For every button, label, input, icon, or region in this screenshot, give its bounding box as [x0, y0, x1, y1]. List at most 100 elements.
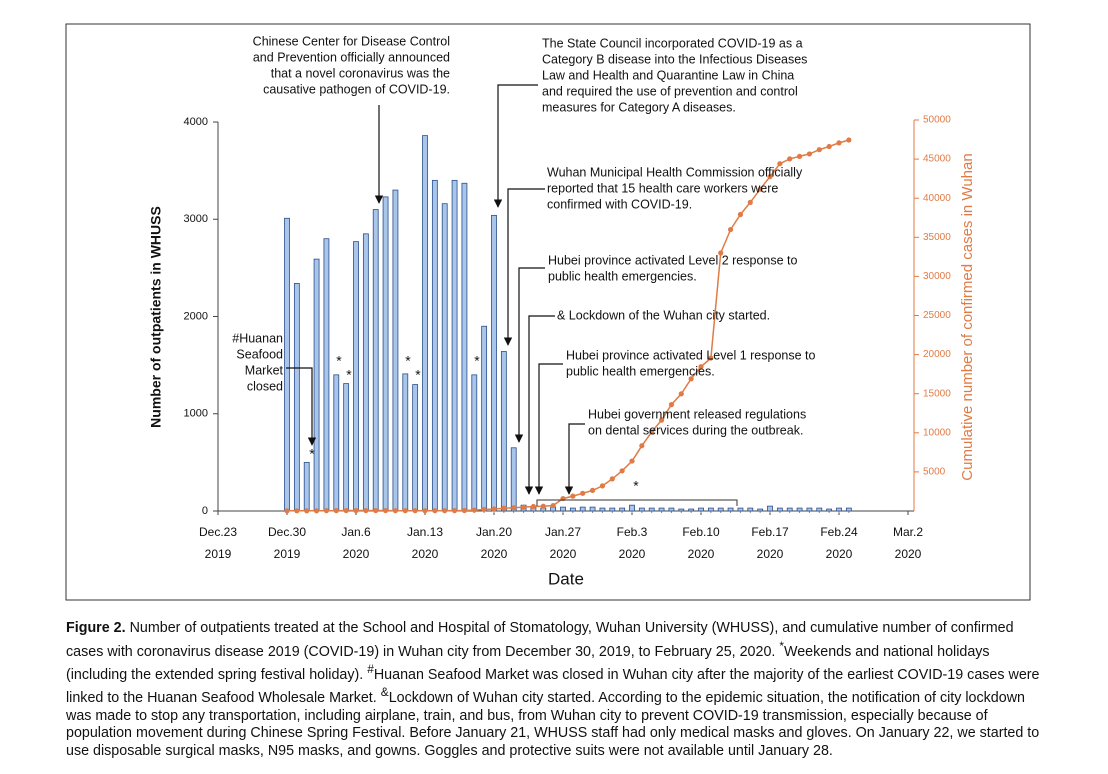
point [461, 507, 468, 514]
bar [560, 506, 566, 512]
bar [648, 507, 655, 512]
bar [382, 196, 389, 512]
annotation-line: public health emergencies. [566, 364, 715, 378]
bar [333, 374, 340, 512]
x-tick-label-line: 2019 [205, 547, 232, 561]
y-tick-label: 2000 [184, 310, 208, 322]
bar [412, 384, 419, 512]
annotation-line: Category B disease into the Infectious D… [542, 52, 807, 66]
y2-tick-label: 15000 [923, 388, 951, 399]
annotation-line: and required the use of prevention and c… [542, 84, 798, 98]
bar [836, 507, 842, 512]
point [471, 507, 477, 513]
x-tick-label: Jan.20 2020 [476, 525, 512, 561]
point [846, 137, 852, 143]
point [353, 507, 359, 514]
bar [372, 209, 379, 512]
point [767, 174, 773, 180]
point [658, 417, 665, 423]
point [382, 507, 389, 514]
caption-footnote-mark: & [380, 685, 389, 700]
bar [638, 507, 645, 512]
bar [806, 507, 813, 512]
x-tick-label-line: 2020 [550, 547, 577, 561]
point [727, 226, 734, 233]
bar [510, 447, 517, 512]
point [432, 508, 438, 514]
annotation-line: & Lockdown of the Wuhan city started. [557, 308, 770, 322]
bar [845, 507, 852, 512]
marker: * [346, 367, 352, 383]
annotation-line: Seafood [236, 347, 283, 361]
point [284, 508, 290, 514]
annotation-line: public health emergencies. [548, 269, 697, 283]
y2-tick-label: 30000 [923, 271, 951, 282]
point [442, 508, 448, 514]
bar [767, 505, 773, 512]
y-tick-label: 0 [202, 505, 208, 517]
bar [362, 233, 369, 512]
x-tick-label: Jan.6 2020 [341, 525, 371, 561]
y2-tick-label: 25000 [923, 310, 951, 321]
bar [786, 507, 793, 512]
point [451, 508, 458, 514]
x-tick-label-line: Jan.13 [407, 525, 443, 539]
x-tick-label: Feb.10 2020 [682, 525, 720, 561]
bar [392, 189, 399, 512]
bar [323, 238, 330, 512]
point [639, 443, 645, 449]
bar [688, 508, 695, 512]
x-axis-title: Date [548, 569, 584, 588]
bar [451, 179, 458, 512]
x-tick-label: Jan.13 2020 [407, 525, 443, 561]
bar [481, 325, 488, 512]
bar [796, 507, 803, 512]
marker: * [474, 353, 480, 369]
point [826, 143, 832, 150]
caption-text: Huanan Seafood Market was closed in Wuha… [66, 666, 1040, 707]
bar [599, 507, 606, 512]
bar [431, 179, 438, 512]
point [747, 199, 753, 206]
annotation-line: Hubei province activated Level 1 respons… [566, 348, 816, 362]
annotation-line: Law and Health and Quarantine Law in Chi… [542, 68, 794, 82]
point [481, 506, 487, 513]
point [668, 402, 675, 408]
bar [609, 507, 616, 512]
point [323, 508, 330, 514]
point [392, 508, 399, 514]
y2-tick-label: 40000 [923, 193, 951, 204]
figure-frame [65, 23, 1031, 601]
bar [402, 373, 409, 512]
y2-tick-label: 5000 [923, 467, 946, 478]
point [501, 505, 507, 511]
x-tick-label-line: Jan.6 [341, 525, 371, 539]
annotation-line: reported that 15 health care workers wer… [547, 181, 778, 195]
bar [303, 461, 310, 512]
annotation-line: #Huanan [232, 331, 283, 345]
x-tick-label-line: 2020 [619, 547, 646, 561]
bar [422, 135, 428, 512]
point [649, 429, 655, 435]
y2-tick-label: 20000 [923, 349, 951, 360]
bar [343, 383, 350, 512]
x-tick-label-line: Mar.2 [893, 525, 923, 539]
bar [491, 214, 497, 512]
x-tick-label-line: Jan.27 [545, 525, 581, 539]
point [402, 508, 408, 514]
x-tick-label: Feb.24 2020 [820, 525, 858, 561]
marker: * [309, 446, 315, 462]
bar [441, 203, 448, 512]
annotation-line: that a novel coronavirus was the [271, 66, 450, 80]
point [540, 503, 546, 509]
annotation-line: measures for Category A diseases. [542, 100, 736, 114]
bar [471, 374, 478, 512]
y2-tick-label: 35000 [923, 232, 951, 243]
annotation-line: The State Council incorporated COVID-19 … [542, 36, 803, 50]
annotation-arrow [514, 267, 545, 443]
point [422, 508, 428, 514]
point [708, 355, 714, 361]
annotation-arrow [534, 363, 563, 495]
y-tick-label: 4000 [184, 116, 208, 128]
x-tick-label-line: 2020 [757, 547, 784, 561]
